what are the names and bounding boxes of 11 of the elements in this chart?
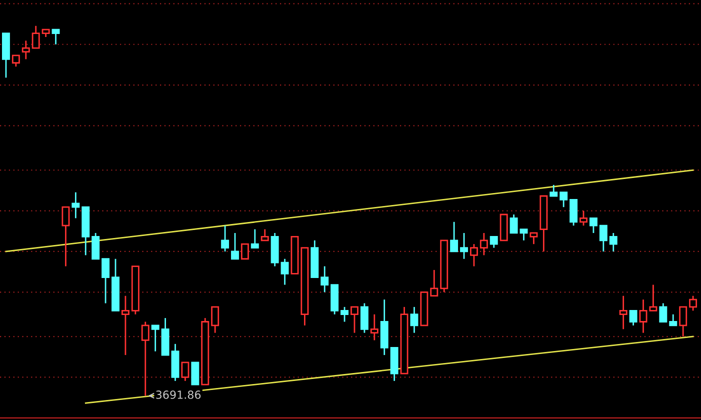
candlestick (380, 298, 388, 356)
candlestick (22, 40, 30, 60)
candlestick (72, 192, 80, 219)
candlestick (370, 314, 378, 341)
annotation: 3691.86 (156, 390, 201, 399)
candlestick (320, 266, 329, 293)
candlestick (410, 306, 418, 334)
candlestick (619, 295, 628, 330)
candlestick (121, 295, 130, 356)
candlestick (639, 298, 648, 334)
candlestick (480, 232, 488, 256)
